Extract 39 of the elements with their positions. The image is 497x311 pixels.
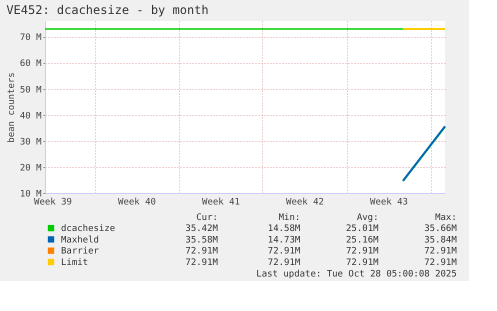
- legend-label: Barrier: [61, 246, 100, 257]
- text: 72.91M: [185, 258, 219, 268]
- y-tick-label: 40 M: [20, 111, 42, 122]
- text: Cur:: [196, 212, 218, 223]
- text: 72.91M: [424, 258, 458, 268]
- x-tick-label: Week 39: [34, 198, 72, 208]
- text: 35.66M: [424, 224, 458, 234]
- text: 72.91M: [268, 246, 301, 257]
- x-tick-label: Week 42: [286, 198, 324, 208]
- text: 72.91M: [346, 246, 380, 257]
- text: 72.91M: [268, 258, 301, 268]
- text: 14.58M: [268, 224, 301, 234]
- text: Last update: Tue Oct 28 05:00:08 2025: [256, 269, 457, 280]
- text: 25.01M: [346, 224, 380, 234]
- y-tick-label: 50 M: [20, 85, 42, 96]
- text: 35.58M: [185, 235, 219, 246]
- legend-label: Maxheld: [61, 235, 99, 246]
- legend-label: Limit: [61, 258, 88, 268]
- text: Avg:: [356, 212, 379, 223]
- text: Max:: [435, 212, 457, 223]
- y-tick-label: 10 M: [20, 190, 42, 200]
- text: 35.84M: [424, 235, 458, 246]
- x-tick-label: Week 43: [370, 198, 408, 208]
- text: Min:: [278, 212, 300, 223]
- text: 72.91M: [185, 246, 219, 257]
- chart-title: VE452: dcachesize - by month: [6, 3, 209, 17]
- legend-label: dcachesize: [61, 224, 116, 234]
- text: 72.91M: [424, 246, 458, 257]
- text: 72.91M: [346, 258, 380, 268]
- y-tick-label: 20 M: [20, 163, 42, 174]
- y-axis-title: bean counters: [6, 72, 17, 143]
- text: 35.42M: [185, 224, 219, 234]
- x-tick-label: Week 40: [118, 198, 156, 208]
- x-tick-label: Week 41: [202, 198, 240, 208]
- y-tick-label: 30 M: [20, 137, 42, 148]
- text: 25.16M: [346, 235, 380, 246]
- text: 14.73M: [268, 235, 301, 246]
- y-tick-label: 60 M: [20, 59, 42, 70]
- y-tick-label: 70 M: [20, 33, 42, 44]
